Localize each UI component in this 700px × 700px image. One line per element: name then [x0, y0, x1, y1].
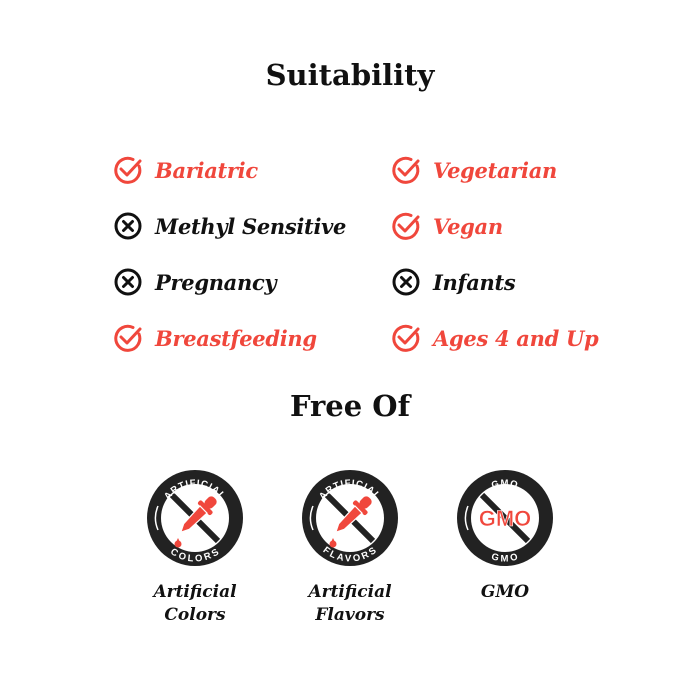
svg-text:GMO: GMO — [490, 478, 519, 491]
suitability-label: Bariatric — [155, 157, 258, 183]
suitability-label: Vegetarian — [433, 157, 557, 183]
badge-icon: GMO GMO GMO — [457, 470, 553, 566]
suitability-item: Bariatric — [111, 153, 258, 187]
gmo-center-text: GMO — [479, 506, 532, 531]
suitability-title: Suitability — [265, 58, 435, 92]
check-circle-icon — [392, 212, 420, 240]
badge-icon: ARTIFICIAL FLAVORS — [302, 470, 398, 566]
suitability-item: Vegetarian — [389, 153, 557, 187]
suitability-item: Breastfeeding — [111, 321, 317, 355]
suitability-label: Ages 4 and Up — [433, 325, 599, 351]
dropper-icon — [179, 496, 217, 534]
suitability-item: Vegan — [389, 209, 503, 243]
label-line: Colors — [164, 605, 226, 625]
free-of-badge: ARTIFICIAL COLORS Artificial Colors — [140, 468, 250, 627]
suitability-label: Breastfeeding — [155, 325, 317, 351]
check-circle-icon — [114, 324, 142, 352]
free-of-label: GMO — [450, 581, 560, 604]
check-circle-icon — [392, 324, 420, 352]
free-of-label: Artificial Flavors — [295, 581, 405, 627]
suitability-label: Pregnancy — [155, 269, 277, 295]
x-circle-icon — [114, 212, 142, 240]
free-of-title: Free Of — [289, 389, 411, 423]
suitability-label: Vegan — [433, 213, 503, 239]
check-circle-icon — [392, 156, 420, 184]
svg-text:GMO: GMO — [490, 551, 520, 564]
suitability-label: Methyl Sensitive — [155, 213, 347, 239]
x-circle-icon — [114, 268, 142, 296]
badge-icon: ARTIFICIAL COLORS — [147, 470, 243, 566]
label-line: Artificial — [153, 582, 237, 602]
suitability-item: Ages 4 and Up — [389, 321, 599, 355]
label-line: Flavors — [315, 605, 385, 625]
suitability-item: Pregnancy — [111, 265, 277, 299]
suitability-item: Infants — [389, 265, 516, 299]
check-circle-icon — [114, 156, 142, 184]
suitability-label: Infants — [433, 269, 516, 295]
label-line: Artificial — [308, 582, 392, 602]
suitability-item: Methyl Sensitive — [111, 209, 346, 243]
x-circle-icon — [392, 268, 420, 296]
dropper-icon — [334, 496, 372, 534]
free-of-badge: GMO GMO GMO GMO — [450, 468, 560, 604]
free-of-label: Artificial Colors — [140, 581, 250, 627]
free-of-badge: ARTIFICIAL FLAVORS Artificial Flavors — [295, 468, 405, 627]
label-line: GMO — [480, 582, 530, 602]
